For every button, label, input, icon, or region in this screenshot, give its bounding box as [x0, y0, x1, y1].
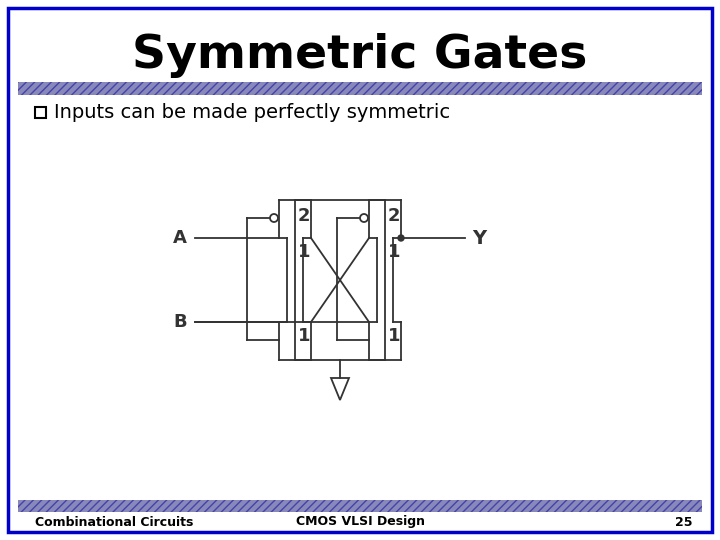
Text: 1: 1 — [298, 243, 310, 261]
Text: A: A — [173, 229, 187, 247]
Text: 2: 2 — [298, 207, 310, 225]
Text: 1: 1 — [388, 327, 400, 345]
Text: B: B — [174, 313, 187, 331]
Text: Inputs can be made perfectly symmetric: Inputs can be made perfectly symmetric — [54, 103, 450, 122]
Bar — [18, 500, 702, 512]
Text: Symmetric Gates: Symmetric Gates — [132, 32, 588, 78]
Text: 2: 2 — [388, 207, 400, 225]
Bar — [35, 107, 46, 118]
Text: Y: Y — [472, 228, 486, 247]
Circle shape — [398, 235, 404, 241]
Bar — [18, 82, 702, 95]
Text: 1: 1 — [388, 243, 400, 261]
Text: CMOS VLSI Design: CMOS VLSI Design — [295, 516, 425, 529]
Text: 25: 25 — [675, 516, 693, 529]
Text: 1: 1 — [298, 327, 310, 345]
Text: Combinational Circuits: Combinational Circuits — [35, 516, 194, 529]
